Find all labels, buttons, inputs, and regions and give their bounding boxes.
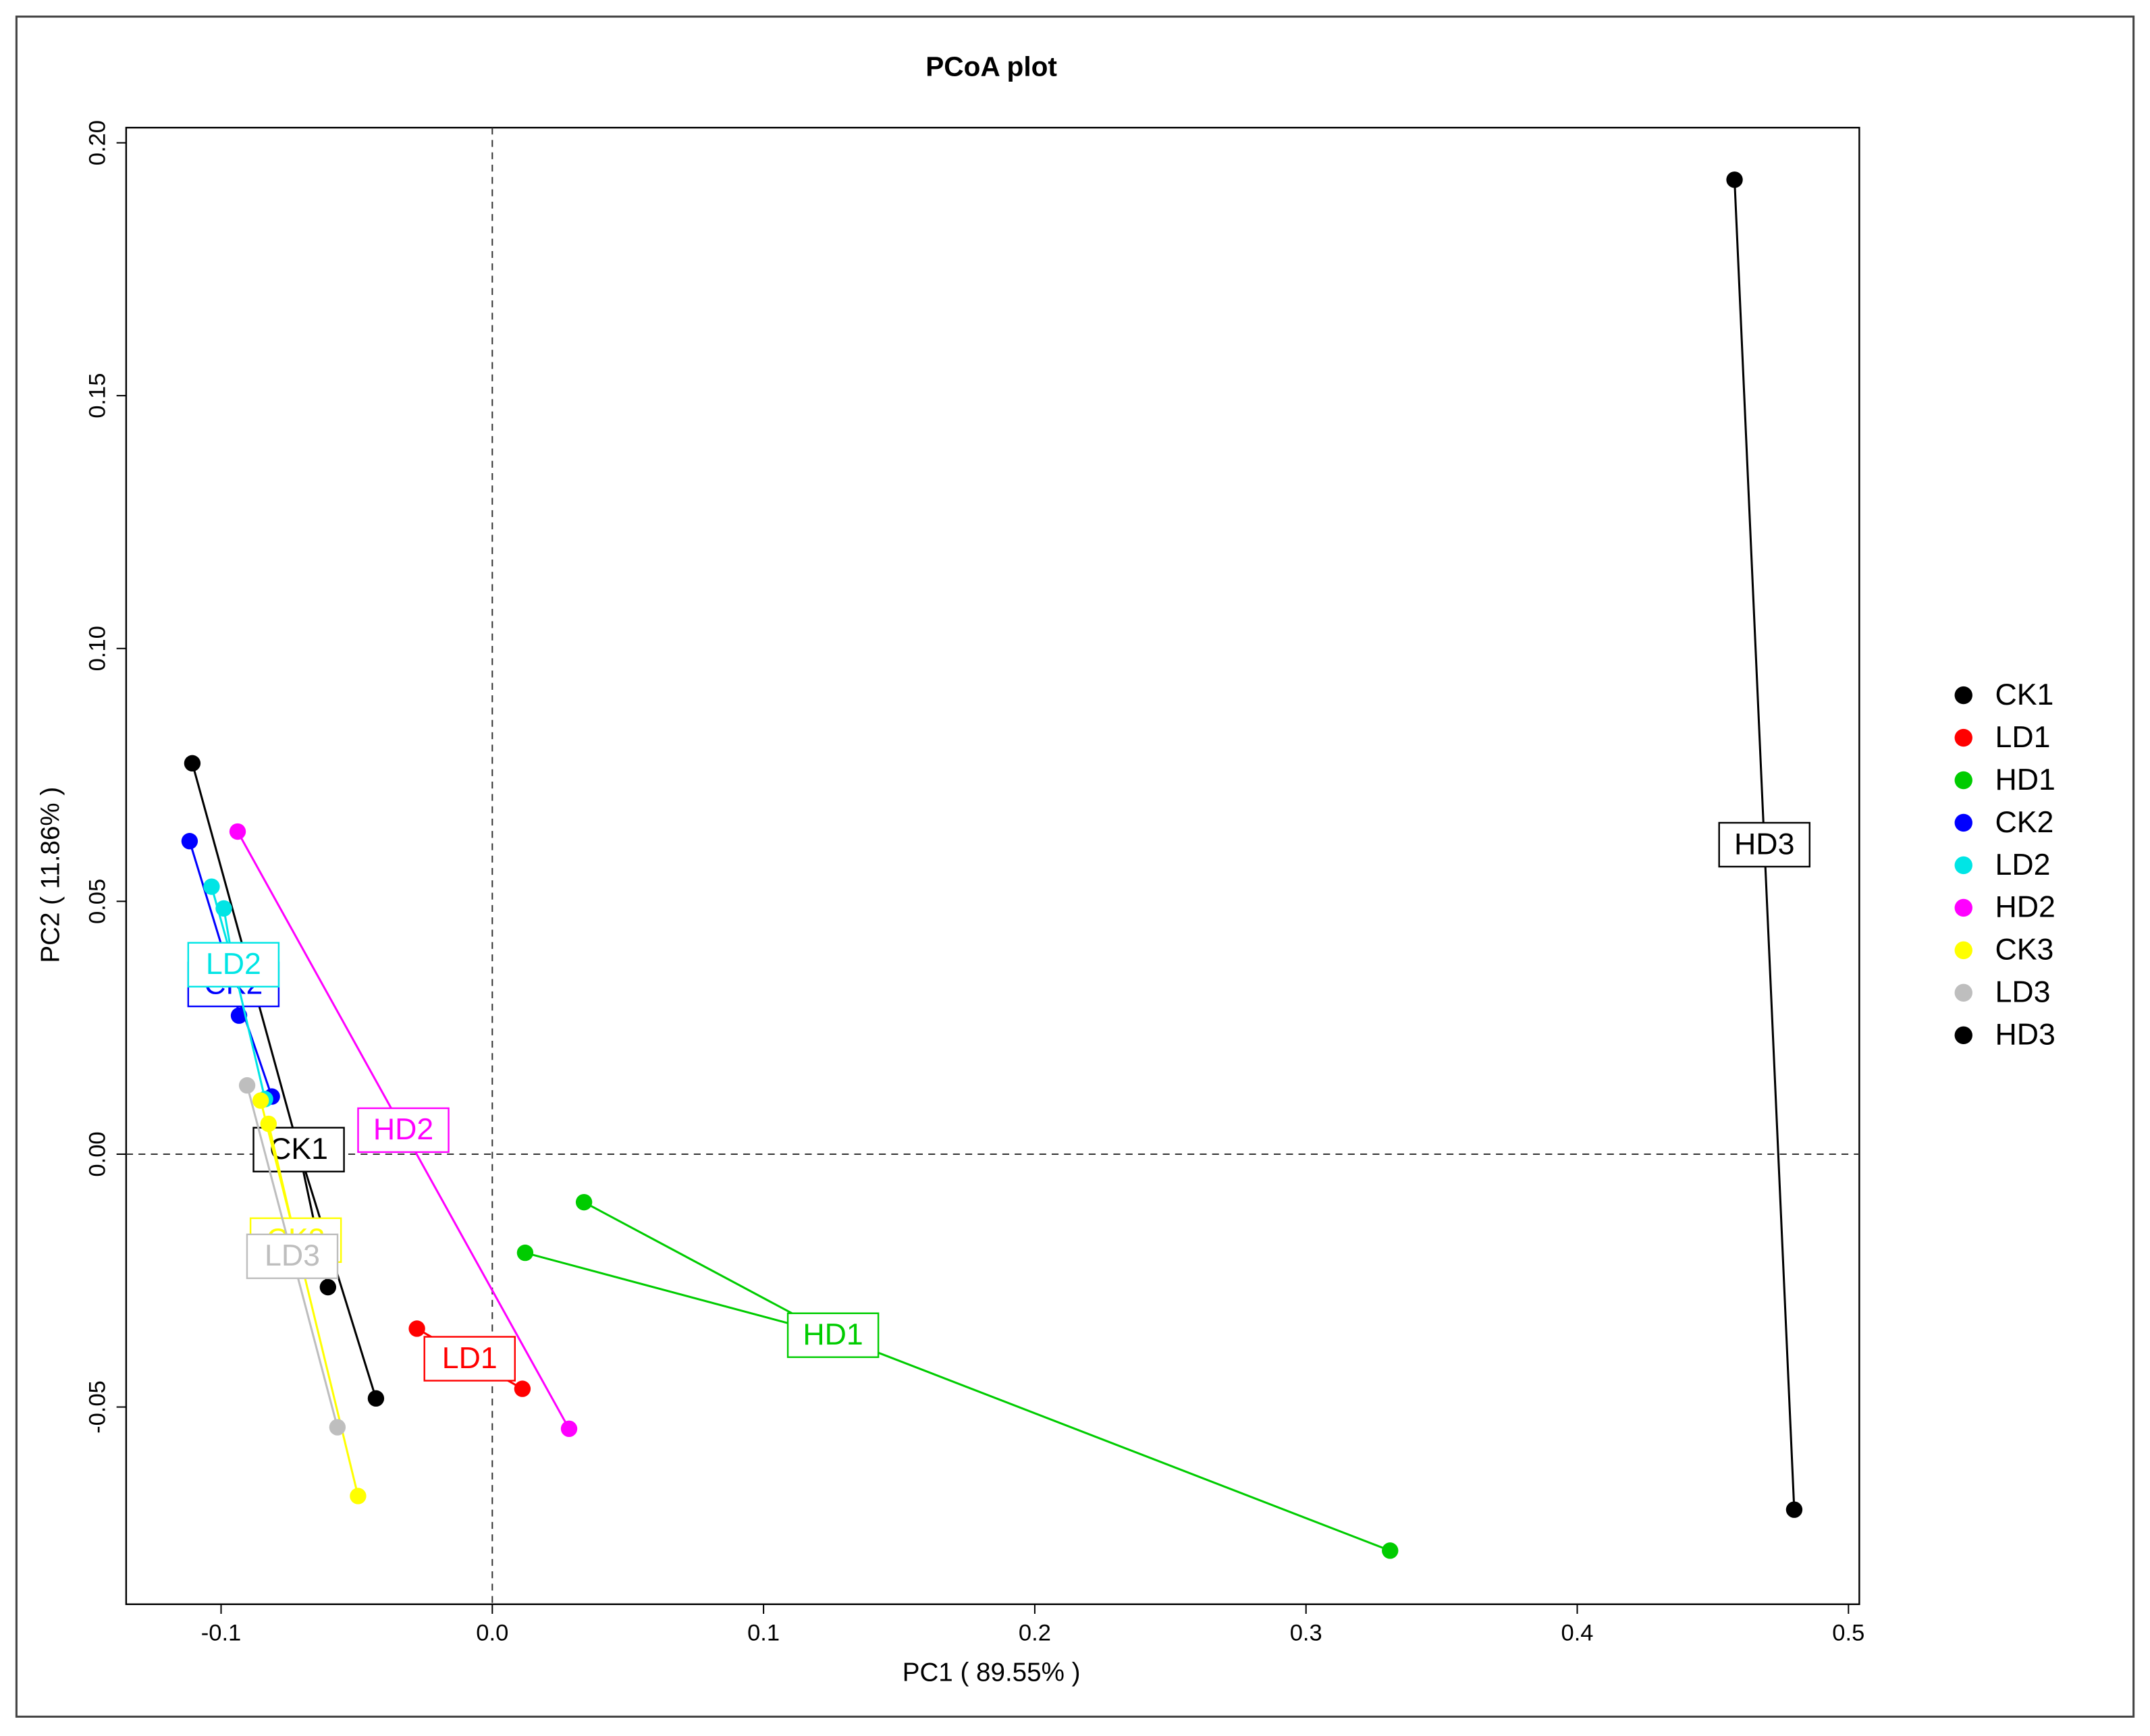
point [238, 1077, 256, 1094]
x-axis-label: PC1 ( 89.55% ) [903, 1658, 1081, 1687]
x-tick-label: 0.0 [476, 1621, 508, 1646]
x-tick-label: -0.1 [201, 1621, 241, 1646]
x-tick-label: 0.3 [1290, 1621, 1322, 1646]
point [181, 833, 198, 850]
y-tick-label: 0.05 [84, 879, 110, 924]
point [252, 1092, 269, 1109]
group-label: HD1 [803, 1318, 863, 1351]
point [1726, 171, 1743, 188]
legend-marker [1954, 771, 1972, 790]
point [516, 1244, 534, 1262]
point [560, 1420, 578, 1437]
point [229, 823, 246, 840]
legend-marker [1954, 856, 1972, 875]
legend-marker [1954, 813, 1972, 832]
point [350, 1488, 367, 1504]
y-tick-label: 0.20 [84, 120, 110, 165]
x-tick-label: 0.5 [1832, 1621, 1864, 1646]
point [408, 1320, 425, 1337]
point [203, 878, 220, 895]
group-label: CK1 [269, 1133, 328, 1166]
group-label-box [1718, 821, 1810, 868]
legend-label: LD3 [1995, 976, 2050, 1009]
point [575, 1193, 593, 1211]
legend-marker [1954, 983, 1972, 1002]
chart-title: PCoA plot [925, 51, 1057, 82]
y-tick-label: -0.05 [84, 1380, 110, 1434]
y-tick-label: 0.15 [84, 373, 110, 418]
point [319, 1278, 337, 1296]
legend-label: HD3 [1995, 1019, 2055, 1052]
group-label-box [246, 1233, 339, 1280]
legend-label: CK3 [1995, 933, 2053, 967]
spider-line [525, 1251, 834, 1336]
spider-line [1734, 180, 1766, 845]
point [215, 900, 232, 917]
spider-line [832, 1334, 1391, 1552]
spider-line [1763, 844, 1796, 1510]
group-label: HD2 [373, 1113, 433, 1146]
legend-marker [1954, 898, 1972, 917]
point [514, 1380, 531, 1397]
spider-line [246, 1085, 294, 1257]
spider-line [294, 1239, 359, 1496]
point [230, 1007, 248, 1024]
point [260, 1115, 277, 1133]
point [184, 755, 201, 772]
x-tick-label: 0.1 [747, 1621, 780, 1646]
spider-line [402, 1129, 570, 1430]
point [1382, 1542, 1399, 1559]
x-tick-label: 0.2 [1019, 1621, 1051, 1646]
legend-marker [1954, 686, 1972, 705]
group-label: HD3 [1734, 828, 1794, 861]
point [367, 1390, 385, 1407]
y-axis-label: PC2 ( 11.86% ) [36, 787, 65, 963]
legend-marker [1954, 941, 1972, 960]
spider-line [291, 1255, 339, 1428]
legend-marker [1954, 728, 1972, 747]
frame [15, 16, 2135, 1718]
legend-label: CK1 [1995, 678, 2053, 711]
legend-label: HD1 [1995, 763, 2055, 796]
point [1785, 1501, 1803, 1518]
legend-label: HD2 [1995, 891, 2055, 924]
spider-line [236, 831, 404, 1131]
y-tick-label: 0.00 [84, 1131, 110, 1176]
plot-area [125, 126, 1860, 1605]
group-label: LD1 [442, 1342, 498, 1375]
y-tick-label: 0.10 [84, 626, 110, 671]
group-label-box [357, 1107, 450, 1154]
x-tick-label: 0.4 [1561, 1621, 1594, 1646]
group-label-box [423, 1336, 516, 1382]
group-label: LD2 [206, 948, 261, 981]
group-label-box [786, 1312, 880, 1358]
group-label: LD3 [265, 1239, 320, 1272]
legend-label: CK2 [1995, 806, 2053, 839]
legend-marker [1954, 1026, 1972, 1045]
group-label-box [187, 942, 280, 988]
legend-label: LD1 [1995, 721, 2050, 754]
legend-label: LD2 [1995, 848, 2050, 881]
point [329, 1419, 346, 1436]
